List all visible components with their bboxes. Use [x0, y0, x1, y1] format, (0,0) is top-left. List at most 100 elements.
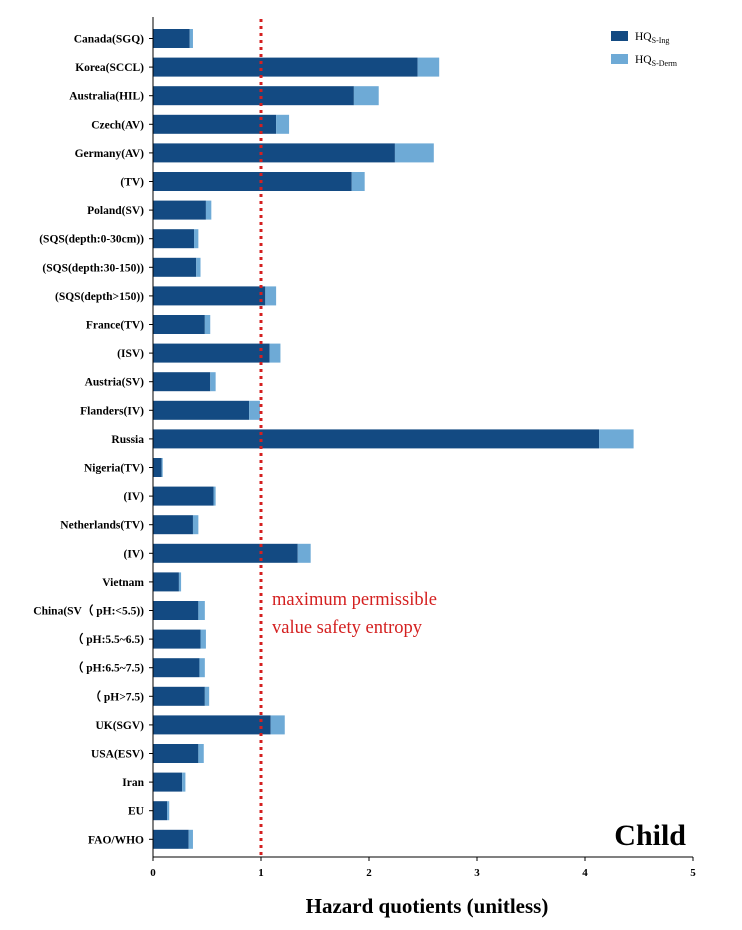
- category-label-4: Germany(AV): [75, 148, 145, 160]
- bar-ing-15: [153, 458, 162, 477]
- category-label-17: Netherlands(TV): [60, 520, 144, 532]
- x-tick-label-0: 0: [150, 867, 156, 879]
- bar-ing-9: [153, 286, 266, 306]
- bar-ing-16: [153, 486, 214, 506]
- bar-derm-18: [297, 543, 311, 563]
- bar-derm-20: [198, 601, 205, 620]
- bar-ing-4: [153, 143, 395, 163]
- bar-ing-10: [153, 315, 205, 334]
- overlay-layer: maximum permissible value safety entropy H…: [259, 19, 678, 857]
- category-label-27: EU: [128, 806, 145, 818]
- bar-ing-25: [153, 744, 199, 763]
- x-tick-label-4: 4: [582, 867, 588, 879]
- category-label-8: (SQS(depth:30-150)): [42, 262, 144, 274]
- bar-ing-12: [153, 372, 211, 392]
- x-tick-label-5: 5: [690, 867, 696, 879]
- category-label-7: (SQS(depth:0-30cm)): [39, 234, 144, 246]
- category-label-28: FAO/WHO: [88, 834, 144, 846]
- bar-derm-28: [188, 829, 193, 849]
- bar-ing-24: [153, 715, 271, 735]
- category-label-11: (ISV): [117, 348, 144, 360]
- bar-ing-6: [153, 200, 206, 220]
- category-label-12: Austria(SV): [85, 377, 145, 389]
- category-label-0: Canada(SGQ): [74, 34, 144, 46]
- bar-derm-8: [196, 257, 201, 277]
- bar-ing-22: [153, 658, 200, 678]
- legend-sub-0: S-Ing: [652, 36, 670, 45]
- category-label-23: （ pH>7.5): [90, 689, 145, 703]
- bar-ing-23: [153, 686, 205, 706]
- bar-derm-2: [353, 86, 379, 106]
- legend-swatch-0: [611, 31, 628, 41]
- category-label-25: USA(ESV): [91, 749, 144, 761]
- bar-derm-15: [161, 458, 163, 477]
- category-label-18: (IV): [124, 548, 145, 560]
- label-layer: Canada(SGQ) Korea(SCCL) Australia(HIL) Czec…: [33, 34, 696, 919]
- bar-ing-18: [153, 543, 298, 563]
- reference-label-line2: value safety entropy: [272, 618, 423, 638]
- category-label-10: France(TV): [86, 320, 144, 332]
- bar-derm-23: [204, 686, 210, 706]
- bar-derm-9: [265, 286, 277, 306]
- bar-derm-4: [394, 143, 434, 163]
- bar-derm-27: [167, 801, 170, 821]
- legend-label-1: HQS-Derm: [635, 54, 678, 68]
- category-label-3: Czech(AV): [91, 119, 144, 131]
- x-tick-label-1: 1: [258, 867, 264, 879]
- bar-ing-26: [153, 772, 183, 792]
- bar-ing-8: [153, 257, 197, 277]
- bar-derm-1: [417, 57, 440, 77]
- bar-ing-5: [153, 172, 352, 191]
- bar-derm-7: [194, 229, 199, 249]
- bar-ing-2: [153, 86, 354, 106]
- bar-ing-21: [153, 629, 201, 649]
- bar-derm-14: [599, 429, 634, 449]
- legend-swatch-1: [611, 54, 628, 64]
- bar-derm-6: [205, 200, 212, 220]
- category-label-26: Iran: [122, 777, 144, 789]
- reference-label-line1: maximum permissible: [272, 590, 437, 610]
- category-label-24: UK(SGV): [95, 720, 144, 732]
- category-label-19: Vietnam: [102, 577, 144, 589]
- category-label-16: (IV): [124, 491, 145, 503]
- x-tick-label-3: 3: [474, 867, 480, 879]
- category-label-2: Australia(HIL): [69, 91, 144, 103]
- bar-derm-26: [182, 772, 186, 792]
- axes-layer: [149, 17, 694, 861]
- bar-derm-0: [189, 29, 193, 48]
- bar-derm-11: [269, 343, 281, 363]
- bar-ing-1: [153, 57, 418, 77]
- bar-ing-17: [153, 515, 193, 535]
- category-label-13: Flanders(IV): [80, 405, 144, 417]
- bar-ing-13: [153, 400, 250, 420]
- bar-derm-10: [204, 315, 211, 334]
- x-axis-title: Hazard quotients (unitless): [306, 894, 549, 918]
- bar-derm-21: [200, 629, 206, 649]
- bar-derm-12: [210, 372, 216, 392]
- legend-main-1: HQ: [635, 54, 652, 66]
- bar-ing-0: [153, 29, 190, 48]
- category-label-21: （ pH:5.5~6.5): [72, 632, 144, 646]
- category-label-5: (TV): [120, 177, 144, 189]
- bar-derm-19: [178, 572, 182, 592]
- panel-label: Child: [614, 819, 686, 852]
- category-label-20: China(SV（ pH:<5.5)): [33, 604, 144, 618]
- bar-derm-22: [199, 658, 205, 678]
- category-label-14: Russia: [111, 434, 144, 446]
- legend-main-0: HQ: [635, 31, 652, 43]
- bar-ing-19: [153, 572, 179, 592]
- bar-ing-3: [153, 114, 277, 134]
- bar-derm-25: [198, 744, 204, 763]
- bar-ing-11: [153, 343, 270, 363]
- bar-ing-20: [153, 601, 199, 620]
- bar-ing-7: [153, 229, 195, 249]
- category-label-15: Nigeria(TV): [84, 463, 144, 475]
- bar-derm-17: [192, 515, 199, 535]
- category-label-1: Korea(SCCL): [75, 62, 144, 74]
- bar-derm-24: [270, 715, 285, 735]
- bar-derm-3: [276, 114, 290, 134]
- bar-derm-16: [213, 486, 216, 506]
- legend-label-0: HQS-Ing: [635, 31, 669, 45]
